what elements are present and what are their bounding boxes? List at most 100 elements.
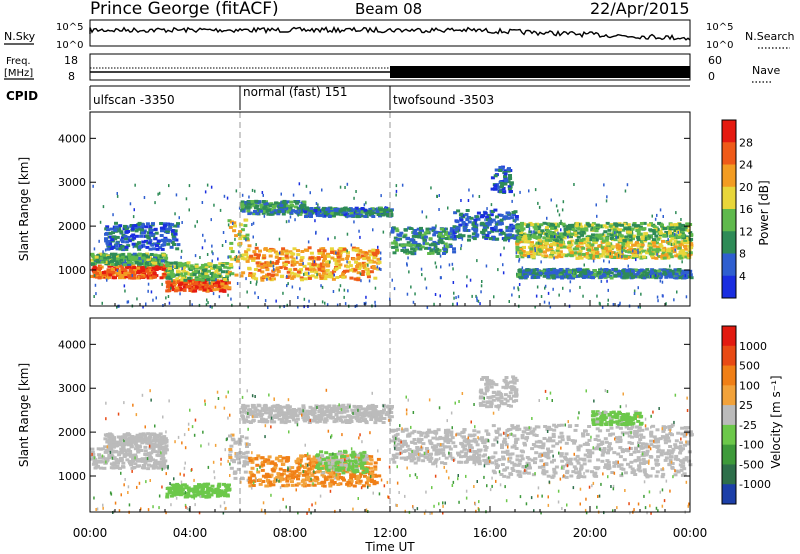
heatmap-cell	[252, 250, 257, 254]
heatmap-cell	[680, 218, 682, 221]
heatmap-cell	[452, 281, 455, 284]
heatmap-cell	[143, 445, 148, 449]
heatmap-cell	[534, 268, 539, 271]
heatmap-cell	[131, 264, 136, 268]
heatmap-cell	[313, 260, 316, 264]
heatmap-cell	[194, 264, 199, 268]
heatmap-cell	[674, 272, 679, 276]
heatmap-cell	[135, 464, 140, 468]
heatmap-cell	[406, 292, 409, 296]
heatmap-cell	[223, 265, 228, 269]
heatmap-cell	[685, 222, 690, 226]
heatmap-cell	[294, 420, 299, 424]
heatmap-cell	[582, 270, 587, 274]
heatmap-cell	[513, 236, 518, 240]
heatmap-cell	[307, 276, 312, 280]
heatmap-cell	[174, 286, 179, 290]
heatmap-cell	[607, 303, 609, 306]
heatmap-cell	[576, 235, 581, 239]
heatmap-cell	[533, 223, 538, 227]
heatmap-cell	[622, 239, 627, 243]
heatmap-cell	[188, 184, 191, 188]
heatmap-cell	[231, 303, 233, 307]
heatmap-cell	[167, 490, 172, 494]
heatmap-cell	[96, 447, 101, 451]
heatmap-cell	[244, 208, 246, 212]
heatmap-cell	[685, 270, 689, 274]
heatmap-cell	[344, 211, 349, 214]
heatmap-cell	[672, 250, 677, 254]
heatmap-cell	[584, 227, 589, 231]
heatmap-cell	[689, 238, 694, 241]
heatmap-cell	[240, 256, 245, 260]
heatmap-cell	[520, 255, 525, 259]
heatmap-cell	[256, 253, 261, 257]
heatmap-cell	[103, 445, 108, 449]
heatmap-cell	[201, 494, 206, 498]
heatmap-cell	[252, 256, 257, 260]
heatmap-cell	[274, 211, 279, 215]
heatmap-cell	[503, 169, 508, 173]
heatmap-cell	[227, 487, 232, 491]
heatmap-cell	[201, 486, 206, 490]
heatmap-cell	[98, 271, 103, 275]
heatmap-cell	[140, 438, 145, 442]
heatmap-cell	[632, 222, 637, 225]
heatmap-cell	[635, 272, 640, 276]
heatmap-cell	[235, 457, 240, 461]
heatmap-cell	[155, 247, 160, 251]
heatmap-cell	[654, 234, 659, 238]
heatmap-cell	[135, 242, 140, 246]
heatmap-cell	[487, 231, 492, 235]
heatmap-cell	[519, 190, 521, 194]
heatmap-cell	[115, 235, 120, 239]
heatmap-cell	[91, 462, 96, 466]
heatmap-cell	[366, 275, 371, 279]
heatmap-cell	[680, 230, 685, 234]
heatmap-cell	[371, 215, 376, 218]
heatmap-cell	[114, 255, 119, 258]
heatmap-cell	[619, 252, 624, 256]
heatmap-cell	[661, 280, 664, 284]
heatmap-cell	[317, 267, 322, 271]
heatmap-cell	[134, 183, 136, 187]
heatmap-cell	[580, 270, 585, 274]
heatmap-cell	[651, 229, 656, 233]
heatmap-cell	[635, 258, 637, 262]
heatmap-cell	[449, 235, 454, 239]
heatmap-cell	[211, 271, 216, 275]
heatmap-cell	[489, 213, 494, 217]
heatmap-cell	[349, 268, 353, 272]
heatmap-cell	[549, 274, 554, 278]
heatmap-cell	[289, 211, 294, 215]
heatmap-cell	[312, 268, 317, 272]
heatmap-cell	[506, 216, 511, 220]
heatmap-cell	[230, 458, 235, 462]
heatmap-cell	[170, 285, 175, 289]
heatmap-cell	[147, 289, 149, 293]
heatmap-cell	[191, 278, 195, 282]
heatmap-cell	[502, 217, 506, 221]
heatmap-cell	[134, 234, 139, 238]
heatmap-cell	[129, 202, 132, 206]
heatmap-cell	[142, 260, 146, 263]
heatmap-cell	[314, 404, 319, 408]
heatmap-cell	[127, 300, 130, 304]
heatmap-cell	[269, 260, 272, 264]
heatmap-cell	[408, 250, 412, 254]
heatmap-cell	[657, 299, 659, 303]
heatmap-cell	[661, 248, 666, 252]
heatmap-cell	[152, 442, 157, 446]
heatmap-cell	[589, 238, 594, 242]
heatmap-cell	[542, 274, 547, 278]
heatmap-cell	[664, 253, 669, 257]
heatmap-cell	[146, 463, 151, 467]
station-title: Prince George (fitACF)	[90, 0, 279, 19]
heatmap-cell	[506, 233, 511, 237]
heatmap-cell	[235, 452, 240, 456]
heatmap-cell	[678, 250, 683, 254]
heatmap-cell	[244, 436, 249, 440]
heatmap-cell	[473, 218, 478, 222]
heatmap-cell	[368, 260, 373, 264]
heatmap-cell	[322, 263, 327, 267]
